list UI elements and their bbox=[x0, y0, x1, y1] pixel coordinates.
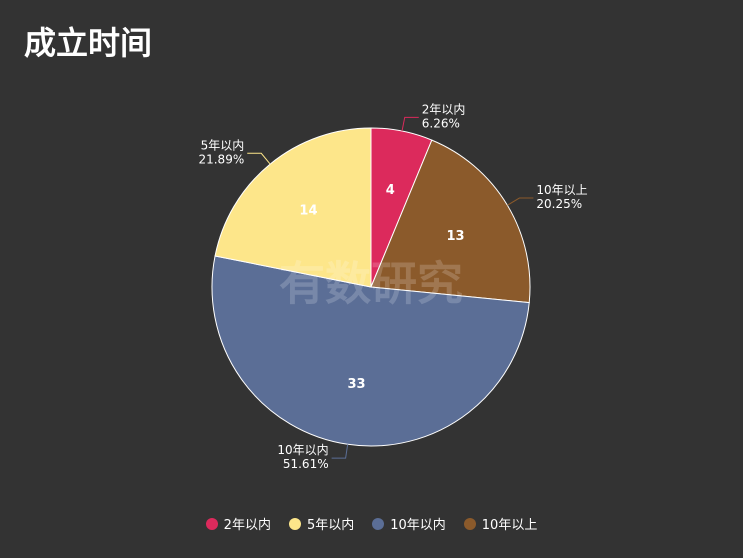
leader-line bbox=[247, 152, 271, 165]
slice-percent-label: 6.26% bbox=[422, 116, 460, 130]
slice-percent-label: 20.25% bbox=[536, 197, 582, 211]
slice-value-label: 13 bbox=[447, 229, 465, 244]
slice-percent-label: 51.61% bbox=[283, 457, 329, 471]
legend-label: 5年以内 bbox=[306, 518, 355, 533]
leader-line bbox=[331, 444, 349, 459]
pie-slice[interactable] bbox=[370, 139, 531, 304]
legend-label: 10年以上 bbox=[481, 518, 538, 533]
slice-category-label: 10年以上 bbox=[536, 183, 587, 197]
leader-line bbox=[507, 197, 534, 206]
slice-category-label: 2年以内 bbox=[422, 102, 466, 116]
watermark-text: 有数研究 bbox=[279, 257, 463, 311]
slice-category-label: 10年以内 bbox=[277, 443, 328, 457]
legend-marker bbox=[205, 517, 218, 530]
slice-value-label: 33 bbox=[347, 377, 365, 392]
legend-item[interactable]: 10年以上 bbox=[463, 514, 538, 533]
chart-legend: 2年以内 5年以内 10年以内 10年以上 bbox=[0, 514, 743, 533]
chart-title: 成立时间 bbox=[24, 24, 153, 62]
slice-percent-label: 21.89% bbox=[198, 152, 244, 166]
legend-label: 10年以内 bbox=[390, 518, 446, 533]
slice-value-label: 14 bbox=[299, 203, 317, 218]
legend-item[interactable]: 2年以内 bbox=[205, 514, 271, 533]
slice-value-label: 4 bbox=[386, 183, 395, 198]
legend-label: 2年以内 bbox=[223, 518, 271, 533]
legend-marker bbox=[463, 517, 476, 530]
pie-slice[interactable] bbox=[214, 127, 372, 288]
slice-category-label: 5年以内 bbox=[201, 138, 245, 152]
leader-line bbox=[401, 116, 419, 132]
legend-marker bbox=[288, 517, 301, 530]
legend-item[interactable]: 10年以内 bbox=[372, 514, 446, 533]
legend-item[interactable]: 5年以内 bbox=[288, 514, 355, 533]
legend-marker bbox=[372, 517, 385, 530]
